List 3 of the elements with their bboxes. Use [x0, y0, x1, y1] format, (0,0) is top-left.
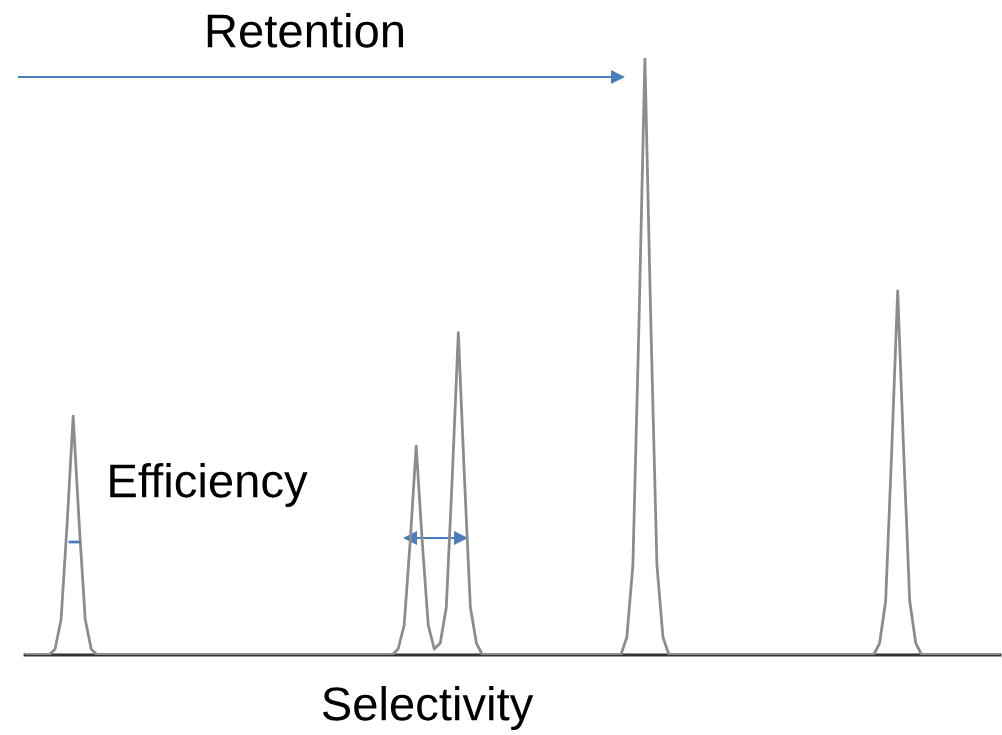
annotation: Efficiency	[110, 462, 308, 508]
text: Retention	[207, 12, 404, 48]
text: Selectivity	[322, 685, 534, 731]
